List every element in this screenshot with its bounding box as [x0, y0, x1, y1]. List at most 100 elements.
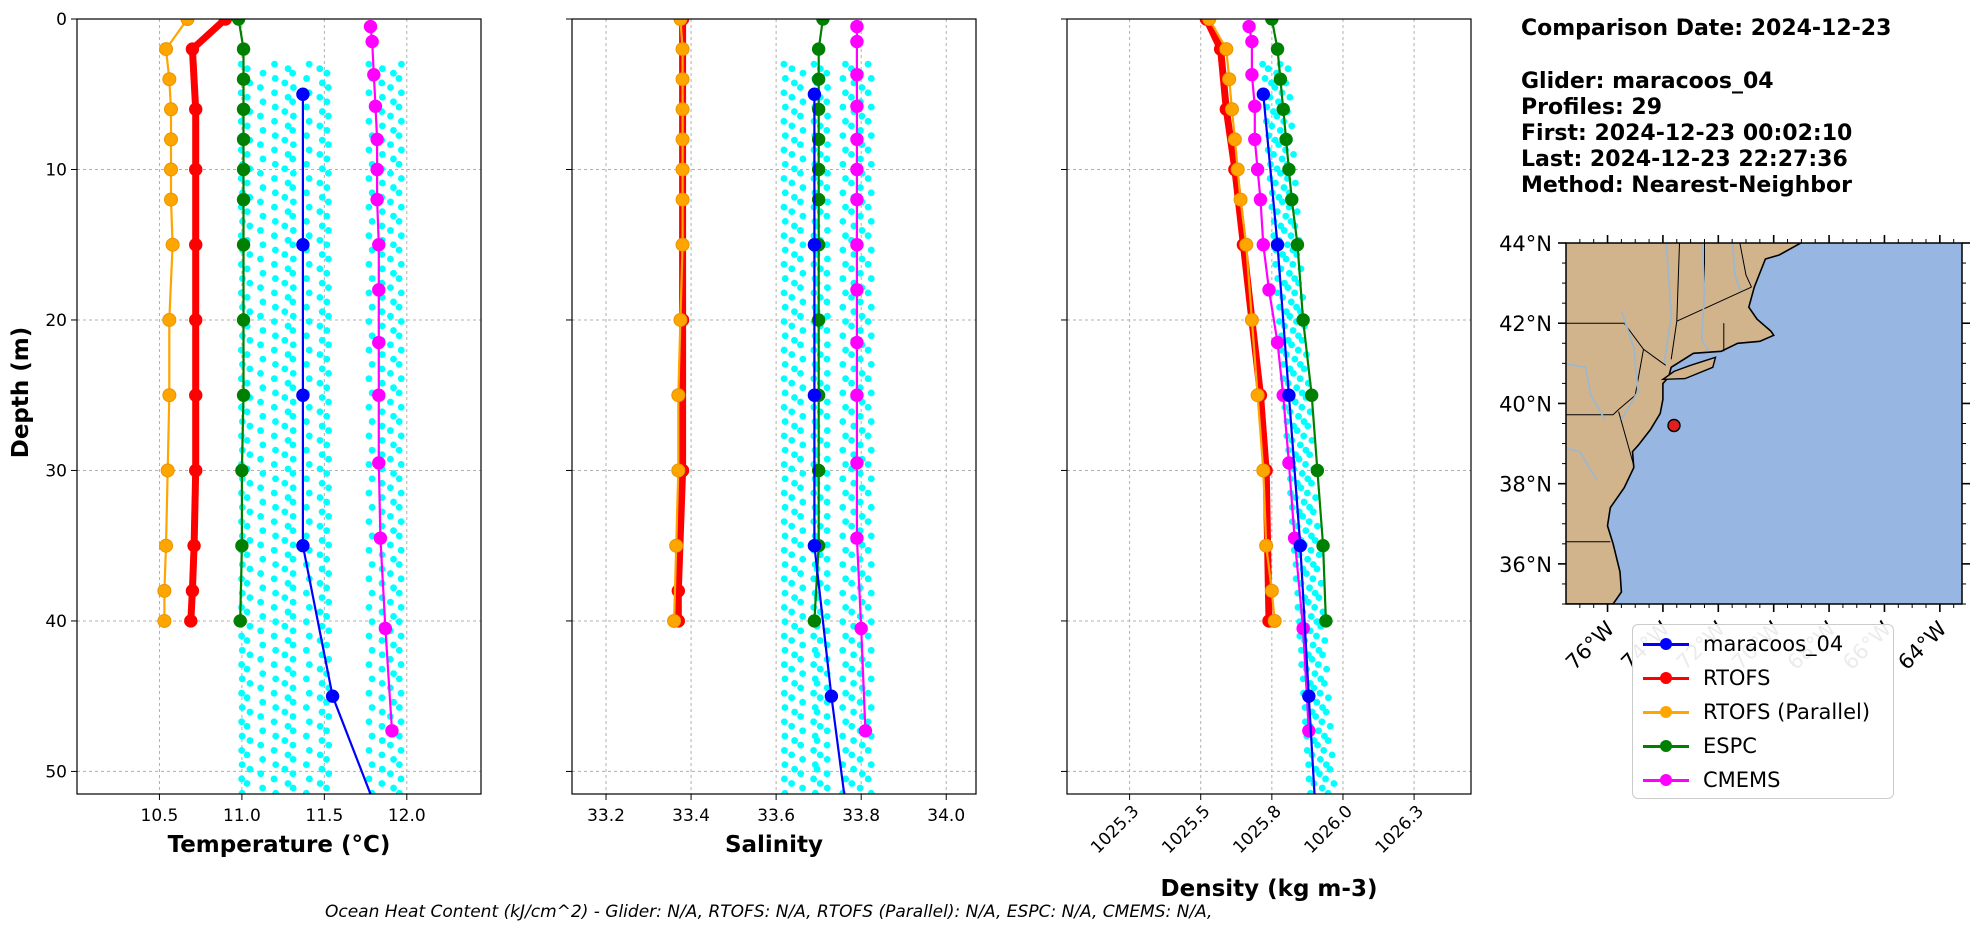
- glider-scatter-point: [1322, 775, 1329, 783]
- glider-scatter-point: [305, 403, 313, 411]
- glider-scatter-point: [1297, 646, 1305, 654]
- ocean-heat-content-footer: Ocean Heat Content (kJ/cm^2) - Glider: N…: [325, 902, 1213, 922]
- glider-scatter-point: [365, 260, 373, 268]
- series-point: [189, 388, 203, 402]
- glider-scatter-point: [378, 179, 386, 187]
- series-point: [162, 388, 177, 403]
- glider-scatter-point: [256, 112, 264, 120]
- glider-scatter-point: [324, 84, 332, 91]
- glider-scatter-point: [1315, 727, 1322, 735]
- glider-scatter-point: [271, 218, 279, 225]
- glider-scatter-point: [788, 694, 796, 702]
- series-point: [184, 614, 198, 628]
- glider-scatter-point: [238, 718, 246, 726]
- glider-scatter-point: [799, 69, 807, 77]
- series-point: [163, 162, 178, 177]
- glider-scatter-point: [284, 522, 292, 530]
- glider-scatter-point: [243, 208, 251, 216]
- glider-scatter-point: [848, 665, 856, 673]
- glider-scatter-point: [856, 784, 864, 792]
- glider-scatter-point: [386, 484, 394, 492]
- map-y-tick-label: 44°N: [1499, 232, 1552, 256]
- glider-scatter-point: [365, 661, 373, 668]
- glider-scatter-point: [238, 732, 246, 740]
- glider-scatter-point: [316, 179, 324, 187]
- glider-scatter-point: [323, 384, 331, 392]
- glider-scatter-point: [365, 289, 373, 297]
- glider-scatter-point: [318, 508, 326, 516]
- series-point: [850, 34, 864, 49]
- map-y-tick-label: 38°N: [1499, 473, 1552, 497]
- glider-scatter-point: [1278, 155, 1286, 163]
- glider-scatter-point: [368, 303, 376, 311]
- glider-scatter-point: [325, 398, 332, 406]
- glider-scatter-point: [780, 632, 788, 640]
- glider-scatter-point: [850, 222, 858, 230]
- glider-scatter-point: [823, 98, 831, 106]
- glider-scatter-point: [259, 98, 267, 106]
- glider-scatter-point: [271, 189, 279, 197]
- glider-scatter-point: [368, 589, 376, 597]
- glider-scatter-point: [823, 269, 831, 277]
- glider-scatter-point: [303, 503, 310, 511]
- glider-scatter-point: [395, 303, 403, 311]
- glider-scatter-point: [842, 375, 849, 383]
- glider-scatter-point: [799, 641, 807, 649]
- glider-scatter-point: [1294, 603, 1302, 611]
- glider-scatter-point: [289, 212, 297, 220]
- series-point: [850, 388, 864, 402]
- glider-scatter-point: [289, 527, 297, 535]
- glider-scatter-point: [788, 265, 796, 273]
- glider-scatter-point: [1330, 780, 1338, 787]
- glider-scatter-point: [780, 489, 788, 497]
- map-x-tick-label: 64°W: [1893, 616, 1951, 674]
- glider-scatter-point: [780, 575, 788, 583]
- glider-scatter-point: [302, 789, 310, 794]
- glider-scatter-point: [850, 565, 858, 573]
- glider-scatter-point: [323, 69, 331, 77]
- glider-scatter-point: [281, 394, 289, 401]
- glider-scatter-point: [788, 780, 796, 787]
- series-point: [236, 192, 251, 207]
- glider-scatter-point: [289, 570, 297, 577]
- glider-scatter-point: [284, 608, 292, 616]
- series-point: [180, 19, 195, 26]
- series-point: [1270, 42, 1285, 56]
- glider-scatter-point: [390, 298, 397, 306]
- glider-scatter-point: [1287, 218, 1295, 225]
- glider-scatter-point: [289, 727, 297, 735]
- glider-scatter-point: [303, 418, 310, 425]
- river: [1663, 243, 1673, 364]
- glider-scatter-point: [791, 222, 798, 230]
- glider-scatter-point: [365, 432, 373, 440]
- glider-scatter-point: [839, 589, 847, 597]
- glider-scatter-point: [259, 498, 267, 506]
- series-point: [1242, 19, 1256, 34]
- glider-scatter-point: [797, 684, 805, 692]
- series-point: [1227, 132, 1242, 147]
- series-point: [1259, 538, 1274, 553]
- glider-scatter-point: [323, 727, 330, 735]
- legend-item: ESPC: [1643, 731, 1757, 761]
- glider-scatter-point: [378, 65, 386, 73]
- glider-scatter-point: [243, 351, 251, 358]
- glider-scatter-point: [816, 780, 824, 787]
- series-point: [675, 42, 690, 57]
- series-point: [811, 192, 826, 207]
- glider-scatter-point: [1324, 737, 1332, 744]
- glider-scatter-point: [238, 704, 246, 711]
- series-point: [1253, 192, 1268, 207]
- glider-scatter-point: [799, 384, 807, 392]
- series-point: [1302, 724, 1316, 738]
- glider-scatter-point: [842, 260, 849, 268]
- glider-scatter-point: [1291, 179, 1299, 187]
- glider-scatter-point: [318, 679, 326, 687]
- glider-scatter-point: [316, 236, 324, 244]
- glider-scatter-point: [1289, 327, 1297, 334]
- series-point: [162, 72, 177, 87]
- glider-scatter-point: [305, 203, 313, 211]
- glider-scatter-point: [318, 537, 326, 544]
- series-point: [1310, 463, 1325, 478]
- glider-scatter-point: [378, 665, 386, 673]
- glider-scatter-point: [780, 89, 788, 97]
